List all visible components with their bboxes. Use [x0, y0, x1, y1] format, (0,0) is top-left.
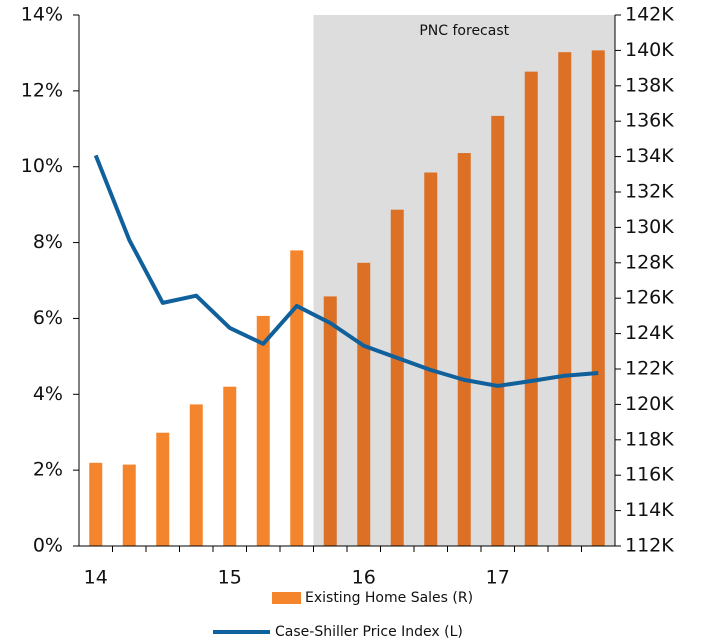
- bar: [390, 209, 404, 546]
- bar: [357, 262, 371, 546]
- y2-tick-label: 122K: [625, 358, 674, 380]
- y-tick-label: 12%: [21, 79, 63, 101]
- y-tick-label: 6%: [33, 307, 63, 329]
- bar: [457, 153, 471, 546]
- legend-swatch: [272, 592, 301, 604]
- bar: [89, 462, 103, 546]
- legend-label: Case-Shiller Price Index (L): [275, 624, 463, 640]
- bar: [524, 71, 538, 546]
- bar: [424, 172, 438, 546]
- legend-label: Existing Home Sales (R): [305, 590, 473, 606]
- bar: [122, 464, 136, 546]
- y2-tick-label: 120K: [625, 393, 674, 415]
- bar: [591, 50, 605, 547]
- y-tick-label: 0%: [33, 535, 63, 557]
- y2-tick-label: 134K: [625, 145, 674, 167]
- bar: [323, 296, 337, 546]
- y-tick-label: 10%: [21, 155, 63, 177]
- y2-tick-label: 118K: [625, 428, 674, 450]
- y2-tick-label: 140K: [625, 39, 674, 61]
- bar: [189, 404, 203, 546]
- y-tick-label: 14%: [21, 4, 63, 26]
- x-tick-label: 17: [486, 567, 510, 589]
- x-tick-label: 14: [84, 567, 108, 589]
- y2-tick-label: 132K: [625, 181, 674, 203]
- y2-tick-label: 112K: [625, 535, 674, 557]
- y2-tick-label: 142K: [625, 4, 674, 26]
- y2-tick-label: 136K: [625, 110, 674, 132]
- bar: [491, 115, 505, 546]
- y2-tick-label: 116K: [625, 464, 674, 486]
- line: [93, 154, 599, 388]
- y2-tick-label: 126K: [625, 287, 674, 309]
- x-tick-label: 15: [218, 567, 242, 589]
- bar: [558, 52, 572, 547]
- y2-tick-label: 138K: [625, 74, 674, 96]
- y2-tick-label: 128K: [625, 251, 674, 273]
- y2-tick-label: 124K: [625, 322, 674, 344]
- y2-tick-label: 114K: [625, 499, 674, 521]
- bar: [156, 432, 170, 546]
- annotation: PNC forecast: [419, 23, 509, 39]
- y-tick-label: 2%: [33, 459, 63, 481]
- bar: [256, 315, 270, 546]
- y2-tick-label: 130K: [625, 216, 674, 238]
- x-tick-label: 16: [352, 567, 376, 589]
- bar: [223, 386, 237, 546]
- y-tick-label: 8%: [33, 231, 63, 253]
- y-tick-label: 4%: [33, 383, 63, 405]
- bar: [290, 250, 304, 546]
